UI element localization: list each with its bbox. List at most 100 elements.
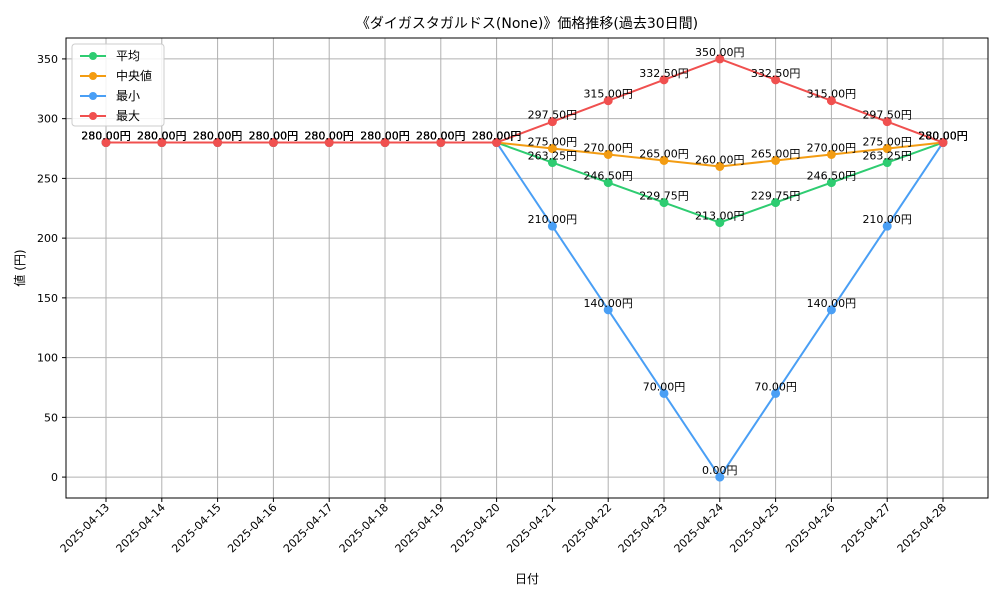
- data-label: 280.00円: [360, 130, 410, 143]
- data-point: [492, 138, 502, 148]
- data-label: 229.75円: [639, 190, 689, 203]
- y-axis-ticks: 0 50 100 150 200 250 300 350: [37, 53, 66, 484]
- data-label: 280.00円: [416, 130, 466, 143]
- y-axis-label: 値 (円): [12, 249, 27, 286]
- data-label: 275.00円: [528, 136, 578, 149]
- y-tick-label: 50: [44, 411, 58, 424]
- data-label: 280.00円: [137, 130, 187, 143]
- data-label: 265.00円: [751, 147, 801, 160]
- data-point: [380, 138, 390, 148]
- legend-item-mean: 平均: [80, 49, 140, 63]
- data-point: [157, 138, 167, 148]
- legend-label-max: 最大: [116, 109, 140, 123]
- data-point: [826, 178, 836, 188]
- data-point: [882, 158, 892, 168]
- data-label: 280.00円: [193, 130, 243, 143]
- data-label: 280.00円: [918, 130, 968, 143]
- data-label: 210.00円: [862, 213, 912, 226]
- data-point: [659, 388, 669, 398]
- data-label: 280.00円: [416, 130, 466, 143]
- x-axis-label: 日付: [515, 572, 539, 586]
- data-labels: 280.00円 280.00円 280.00円 280.00円 280.00円 280.0…: [81, 46, 968, 477]
- plot-frame: [65, 37, 989, 499]
- data-label: 297.50円: [528, 109, 578, 122]
- data-label: 280.00円: [360, 130, 410, 143]
- data-point: [826, 149, 836, 159]
- data-label: 270.00円: [807, 141, 857, 154]
- series-3: [101, 54, 948, 148]
- data-label: 280.00円: [137, 130, 187, 143]
- data-point: [882, 117, 892, 127]
- data-label: 332.50円: [639, 67, 689, 80]
- data-point: [771, 388, 781, 398]
- data-label: 70.00円: [643, 380, 686, 393]
- data-point: [268, 138, 278, 148]
- data-label: 280.00円: [193, 130, 243, 143]
- legend-marker-median: [89, 72, 97, 80]
- data-point: [603, 149, 613, 159]
- legend-marker-max: [89, 112, 97, 120]
- data-point: [771, 198, 781, 208]
- data-point: [213, 138, 223, 148]
- data-label: 265.00円: [639, 147, 689, 160]
- data-point: [715, 161, 725, 171]
- chart-title: 《ダイガスタガルドス(None)》価格推移(過去30日間): [356, 16, 698, 32]
- legend: 平均 中央値 最小 最大: [71, 43, 165, 127]
- y-tick-label: 350: [37, 53, 58, 66]
- data-point: [882, 144, 892, 154]
- data-label: 280.00円: [472, 130, 522, 143]
- data-point: [771, 75, 781, 85]
- data-label: 280.00円: [304, 130, 354, 143]
- data-point: [547, 158, 557, 168]
- data-label: 210.00円: [528, 213, 578, 226]
- legend-item-max: 最大: [80, 109, 140, 123]
- data-label: 0.00円: [702, 464, 738, 477]
- data-label: 280.00円: [918, 130, 968, 143]
- data-point: [603, 96, 613, 106]
- data-label: 280.00円: [304, 130, 354, 143]
- y-tick-label: 0: [51, 471, 58, 484]
- data-point: [715, 472, 725, 482]
- data-label: 246.50円: [583, 170, 633, 183]
- data-label: 280.00円: [249, 130, 299, 143]
- data-label: 315.00円: [583, 88, 633, 101]
- data-label: 229.75円: [751, 190, 801, 203]
- y-tick-label: 250: [37, 172, 58, 185]
- data-point: [826, 305, 836, 315]
- data-label: 315.00円: [807, 88, 857, 101]
- data-label: 280.00円: [81, 130, 131, 143]
- legend-label-median: 中央値: [116, 68, 152, 83]
- y-tick-label: 100: [37, 352, 58, 365]
- data-label: 275.00円: [862, 136, 912, 149]
- data-label: 280.00円: [918, 130, 968, 143]
- data-label: 263.25円: [528, 150, 578, 163]
- data-label: 332.50円: [751, 67, 801, 80]
- data-point: [659, 155, 669, 165]
- legend-marker-min: [89, 92, 97, 100]
- data-label: 280.00円: [193, 130, 243, 143]
- data-label: 280.00円: [249, 130, 299, 143]
- data-label: 280.00円: [416, 130, 466, 143]
- data-label: 280.00円: [304, 130, 354, 143]
- data-label: 280.00円: [81, 130, 131, 143]
- data-label: 140.00円: [583, 297, 633, 310]
- y-tick-label: 300: [37, 113, 58, 126]
- data-label: 280.00円: [472, 130, 522, 143]
- data-point: [659, 198, 669, 208]
- data-label: 280.00円: [81, 130, 131, 143]
- data-label: 297.50円: [862, 109, 912, 122]
- data-point: [715, 54, 725, 64]
- data-point: [547, 117, 557, 127]
- data-point: [324, 138, 334, 148]
- data-label: 260.00円: [695, 153, 745, 166]
- legend-label-mean: 平均: [116, 49, 140, 63]
- data-point: [603, 178, 613, 188]
- data-label: 280.00円: [137, 130, 187, 143]
- data-label: 246.50円: [807, 170, 857, 183]
- data-label: 280.00円: [360, 130, 410, 143]
- data-point: [436, 138, 446, 148]
- data-label: 280.00円: [472, 130, 522, 143]
- series-lines: [101, 54, 948, 482]
- data-point: [771, 155, 781, 165]
